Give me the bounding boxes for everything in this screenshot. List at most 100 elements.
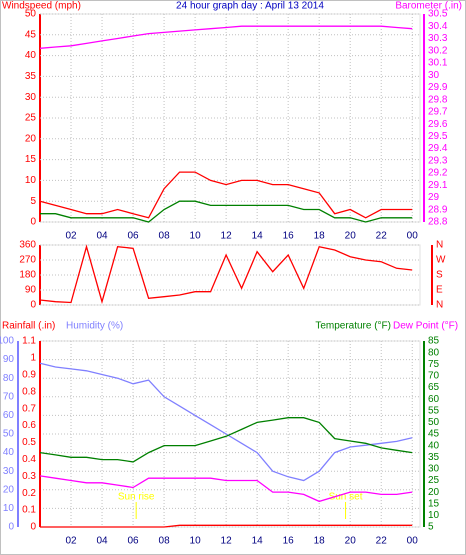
y-tick-label: 90 [25,285,37,296]
x-tick-label: 00 [407,231,419,242]
y-tick-label: 1.1 [22,336,36,347]
y-tick-label: 0 [30,522,36,533]
series-line [39,244,413,305]
y-tick-label: 30.3 [428,33,448,44]
y-tick-label: 29.9 [428,82,448,93]
y-tick-label: 0.2 [22,488,36,499]
y-tick-label: 29 [428,192,440,203]
y-tick-label: 1 [30,353,36,364]
y-tick-label: 0.6 [22,420,36,431]
x-tick-label: 16 [283,231,295,242]
series-line [39,171,413,219]
y-tick-label: 0 [30,300,36,311]
y-tick-label: 0.3 [22,471,36,482]
y-tick-label: N [436,300,443,311]
x-tick-label: 12 [221,536,233,547]
y-tick-label: S [436,270,443,281]
y-tick-label: 15 [25,154,37,165]
y-tick-label: 35 [25,71,37,82]
y-tick-label: 29.6 [428,119,448,130]
annotation: Sun rise [118,492,155,503]
y-tick-label: 35 [428,452,440,463]
y-tick-label: 60 [3,410,15,421]
y-tick-label: 90 [3,354,15,365]
y-tick-label: 20 [428,487,440,498]
y-tick-label: 65 [428,382,440,393]
y-tick-label: 45 [25,29,37,40]
y-tick-label: 5 [30,196,36,207]
y-tick-label: 50 [3,429,15,440]
y-tick-label: 15 [428,498,440,509]
series-line [39,362,413,482]
y-tick-label: 29.5 [428,131,448,142]
y-tick-label: 0.7 [22,403,36,414]
x-tick-label: 22 [376,231,388,242]
y-tick-label: 30 [428,70,440,81]
y-tick-label: 0.4 [22,454,36,465]
y-tick-label: 360 [19,240,36,251]
y-tick-label: 10 [25,175,37,186]
y-tick-label: 0.1 [22,505,36,516]
x-tick-label: 04 [96,231,108,242]
y-tick-label: 0 [8,522,14,533]
y-tick-label: 50 [428,417,440,428]
y-tick-label: 10 [3,503,15,514]
y-tick-label: 0.8 [22,386,36,397]
x-tick-label: 20 [345,231,357,242]
y-tick-label: 80 [428,347,440,358]
y-tick-label: 30 [3,466,15,477]
y-tick-label: 30.1 [428,58,448,69]
series-line [39,475,413,503]
y-tick-label: 28.8 [428,217,448,228]
axis-label: Temperature (°F) [315,321,391,332]
series-line [39,25,413,49]
y-tick-label: 29.2 [428,168,448,179]
y-tick-label: 25 [25,113,37,124]
x-tick-label: 06 [127,536,139,547]
x-tick-label: 02 [65,231,77,242]
axis-label: Windspeed (mph) [2,1,81,12]
y-tick-label: 50 [25,9,37,20]
y-tick-label: 270 [19,255,36,266]
y-tick-label: 70 [3,391,15,402]
y-tick-label: 0 [30,217,36,228]
x-tick-label: 18 [314,536,326,547]
y-tick-label: 30.5 [428,9,448,20]
x-tick-label: 04 [96,536,108,547]
y-tick-label: 0.9 [22,369,36,380]
y-tick-label: 45 [428,429,440,440]
y-tick-label: N [436,240,443,251]
y-tick-label: 75 [428,359,440,370]
x-tick-label: 16 [283,536,295,547]
chart-title: 24 hour graph day : April 13 2014 [176,1,324,12]
y-tick-label: 29.7 [428,107,448,118]
x-tick-label: 10 [190,231,202,242]
y-tick-label: 0.5 [22,437,36,448]
y-tick-label: 29.1 [428,180,448,191]
y-tick-label: 20 [25,133,37,144]
annotation: Sun set [329,492,363,503]
x-tick-label: 00 [407,536,419,547]
y-tick-label: 25 [428,475,440,486]
x-tick-label: 22 [376,536,388,547]
y-tick-label: 29.4 [428,143,448,154]
y-tick-label: 5 [428,522,434,533]
x-tick-label: 14 [252,536,264,547]
y-tick-label: 29.8 [428,94,448,105]
x-tick-label: 20 [345,536,357,547]
x-tick-label: 10 [190,536,202,547]
y-tick-label: 85 [428,336,440,347]
y-tick-label: 30.2 [428,45,448,56]
axis-label: Rainfall (.in) [2,321,55,332]
y-tick-label: 40 [428,440,440,451]
y-tick-label: 10 [428,510,440,521]
series-line [40,524,413,528]
y-tick-label: 40 [3,447,15,458]
y-tick-label: 55 [428,405,440,416]
axis-label: Barometer (.in) [395,1,462,12]
series-line [39,417,413,463]
y-tick-label: 180 [19,270,36,281]
y-tick-label: 29.3 [428,155,448,166]
x-tick-label: 12 [221,231,233,242]
